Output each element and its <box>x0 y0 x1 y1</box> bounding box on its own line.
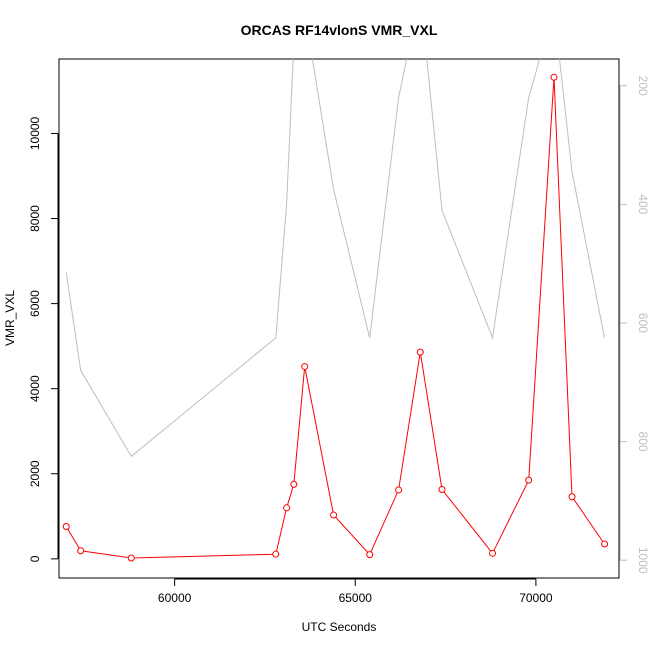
data-point <box>568 493 576 501</box>
data-point <box>438 486 446 494</box>
data-point <box>489 549 497 557</box>
y2-tick-label: 1000 <box>636 547 650 574</box>
y-axis-label: VMR_VXL <box>3 290 17 346</box>
data-point <box>525 476 533 484</box>
y2-tick-label: 600 <box>636 313 650 333</box>
data-point <box>366 551 374 559</box>
y-tick-label: 8000 <box>28 205 42 232</box>
y2-tick-label: 800 <box>636 432 650 452</box>
chart-marks <box>62 59 609 562</box>
data-point <box>550 73 558 81</box>
x-tick-label: 70000 <box>519 591 553 605</box>
data-point <box>395 486 403 494</box>
y2-tick-label: 400 <box>636 194 650 214</box>
y-tick-label: 2000 <box>28 460 42 487</box>
y-tick-label: 10000 <box>28 116 42 150</box>
x-axis-label: UTC Seconds <box>302 620 377 634</box>
axes: 60000 65000 70000 0 2000 4000 6000 8000 10000 200… <box>28 76 650 605</box>
data-point <box>290 480 298 488</box>
chart-title: ORCAS RF14vlonS VMR_VXL <box>241 22 438 38</box>
y-tick-label: 4000 <box>28 375 42 402</box>
y-tick-label: 6000 <box>28 290 42 317</box>
data-point <box>601 540 609 548</box>
data-point <box>416 348 424 356</box>
y-tick-label: 0 <box>28 555 42 562</box>
x-tick-label: 60000 <box>158 591 192 605</box>
data-point <box>283 504 291 512</box>
data-point <box>330 511 338 519</box>
data-point <box>272 550 280 558</box>
secondary-series-line <box>65 59 605 458</box>
data-point <box>77 547 85 555</box>
plot-frame <box>58 58 620 579</box>
y2-tick-label: 200 <box>636 76 650 96</box>
data-point <box>62 523 70 531</box>
data-point <box>301 363 309 371</box>
x-tick-label: 65000 <box>339 591 373 605</box>
data-point <box>127 554 135 562</box>
primary-series-line <box>65 77 605 559</box>
